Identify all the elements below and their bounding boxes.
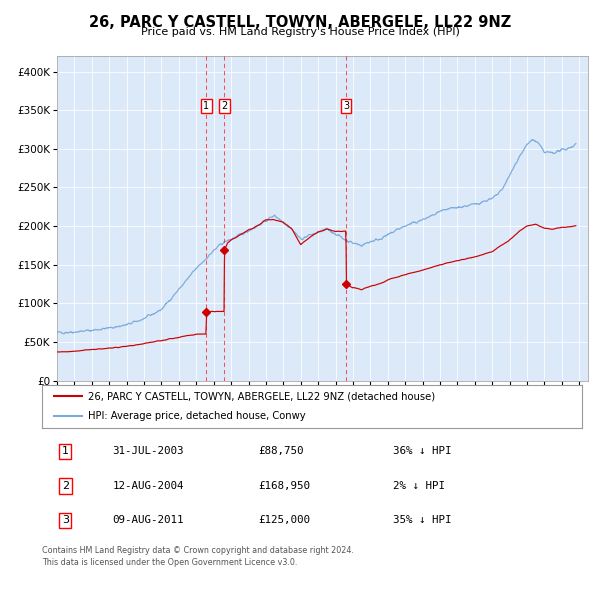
Text: Price paid vs. HM Land Registry's House Price Index (HPI): Price paid vs. HM Land Registry's House … <box>140 27 460 37</box>
Text: 36% ↓ HPI: 36% ↓ HPI <box>393 446 452 456</box>
Text: This data is licensed under the Open Government Licence v3.0.: This data is licensed under the Open Gov… <box>42 558 298 566</box>
Text: 12-AUG-2004: 12-AUG-2004 <box>112 481 184 491</box>
Text: £168,950: £168,950 <box>258 481 310 491</box>
Text: 2% ↓ HPI: 2% ↓ HPI <box>393 481 445 491</box>
Text: 26, PARC Y CASTELL, TOWYN, ABERGELE, LL22 9NZ (detached house): 26, PARC Y CASTELL, TOWYN, ABERGELE, LL2… <box>88 391 435 401</box>
Text: HPI: Average price, detached house, Conwy: HPI: Average price, detached house, Conw… <box>88 411 305 421</box>
Text: 3: 3 <box>343 101 349 112</box>
Text: £125,000: £125,000 <box>258 516 310 526</box>
Text: Contains HM Land Registry data © Crown copyright and database right 2024.: Contains HM Land Registry data © Crown c… <box>42 546 354 555</box>
Text: 2: 2 <box>221 101 227 112</box>
Text: 09-AUG-2011: 09-AUG-2011 <box>112 516 184 526</box>
Text: 1: 1 <box>203 101 209 112</box>
Text: £88,750: £88,750 <box>258 446 304 456</box>
Text: 31-JUL-2003: 31-JUL-2003 <box>112 446 184 456</box>
Text: 3: 3 <box>62 516 69 526</box>
Text: 26, PARC Y CASTELL, TOWYN, ABERGELE, LL22 9NZ: 26, PARC Y CASTELL, TOWYN, ABERGELE, LL2… <box>89 15 511 30</box>
Text: 1: 1 <box>62 446 69 456</box>
Text: 2: 2 <box>62 481 69 491</box>
Text: 35% ↓ HPI: 35% ↓ HPI <box>393 516 452 526</box>
